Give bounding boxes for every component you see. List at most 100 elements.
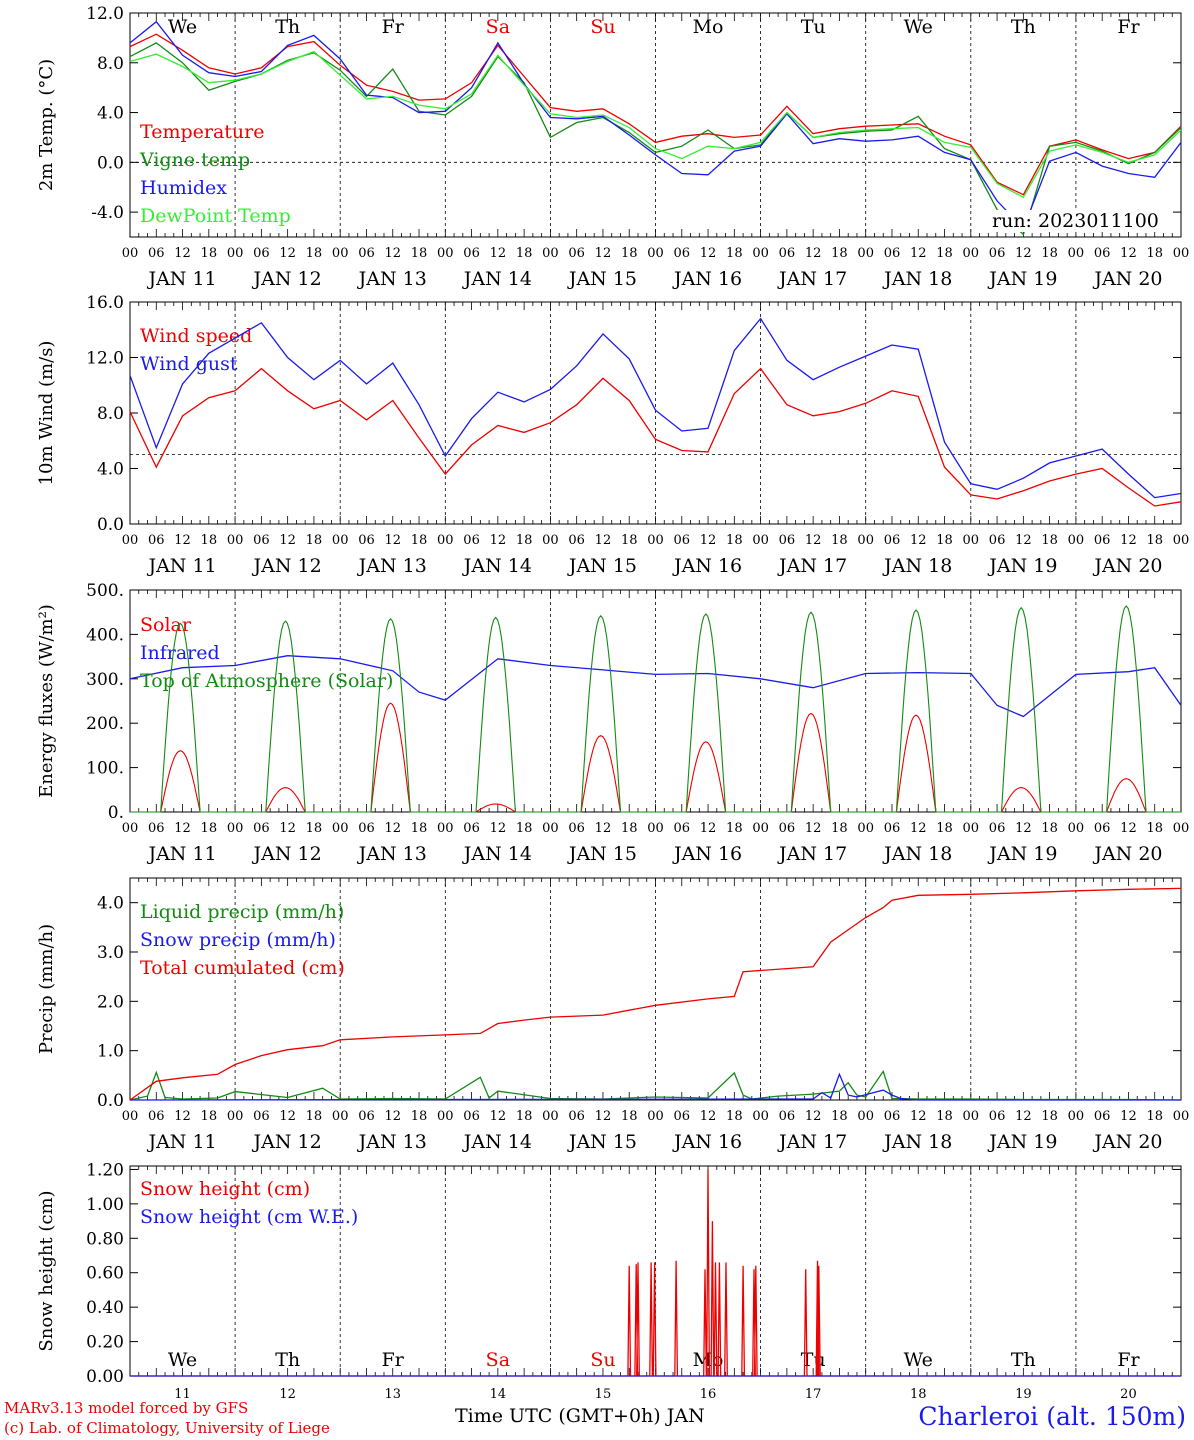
panel-0-date-label: JAN 20 bbox=[1092, 268, 1162, 290]
panel-0-ytick-label: 8.0 bbox=[97, 54, 124, 74]
panel-2-hour-label: 00 bbox=[963, 821, 980, 836]
run-label: run: 2023011100 bbox=[990, 210, 1161, 232]
panel-2-hour-label: 12 bbox=[595, 821, 612, 836]
panel-3-hour-label: 06 bbox=[674, 1109, 691, 1124]
panel-2-hour-label: 00 bbox=[857, 821, 874, 836]
panel-0-hour-label: 18 bbox=[201, 246, 218, 261]
panel-1-hour-label: 12 bbox=[1015, 533, 1032, 548]
panel-2-hour-label: 12 bbox=[490, 821, 507, 836]
panel-3-date-label: JAN 14 bbox=[462, 1131, 532, 1153]
weekday-label: We bbox=[904, 1349, 933, 1371]
panel-1-hour-label: 06 bbox=[253, 533, 270, 548]
panel-1-hour-label: 12 bbox=[174, 533, 191, 548]
x-axis-title: Time UTC (GMT+0h) JAN bbox=[455, 1405, 705, 1427]
panel-2-hour-label: 12 bbox=[805, 821, 822, 836]
panel-4-ytick-label: 0.20 bbox=[86, 1333, 124, 1353]
panel-3-series-total-cumulated-cm- bbox=[129, 887, 1182, 1101]
panel-1-hour-label: 12 bbox=[805, 533, 822, 548]
day-number-label: 13 bbox=[384, 1387, 401, 1402]
panel-2-date-label: JAN 12 bbox=[252, 843, 322, 865]
panel-2-date-label: JAN 19 bbox=[987, 843, 1057, 865]
panel-3-hour-label: 12 bbox=[279, 1109, 296, 1124]
panel-3-hour-label: 18 bbox=[1041, 1109, 1058, 1124]
panel-1-date-label: JAN 16 bbox=[672, 555, 742, 577]
panel-2-legend-top-of-atmosphere-solar-: Top of Atmosphere (Solar) bbox=[140, 670, 393, 692]
panel-3-series-liquid-precip-mm-h- bbox=[129, 1069, 1182, 1101]
panel-3-hour-label: 18 bbox=[831, 1109, 848, 1124]
panel-2-ytick-label: 300. bbox=[86, 670, 124, 690]
weekday-label: Th bbox=[275, 16, 300, 38]
panel-3-ytick-label: 2.0 bbox=[97, 992, 124, 1012]
panel-3-date-label: JAN 17 bbox=[777, 1131, 847, 1153]
panel-3-hour-label: 12 bbox=[595, 1109, 612, 1124]
panel-0-hour-label: 00 bbox=[227, 246, 244, 261]
day-number-label: 20 bbox=[1120, 1387, 1137, 1402]
panel-2-hour-label: 00 bbox=[1068, 821, 1085, 836]
panel-1-legend-wind-speed: Wind speed bbox=[140, 325, 252, 347]
panel-1-hour-label: 18 bbox=[411, 533, 428, 548]
panel-2-ytick-label: 400. bbox=[86, 625, 124, 645]
panel-2-date-label: JAN 13 bbox=[357, 843, 427, 865]
panel-1-date-label: JAN 14 bbox=[462, 555, 532, 577]
panel-2-date-label: JAN 15 bbox=[567, 843, 637, 865]
panel-2-hour-label: 12 bbox=[1120, 821, 1137, 836]
panel-2-hour-label: 18 bbox=[516, 821, 533, 836]
panel-1-hour-label: 18 bbox=[831, 533, 848, 548]
panel-3-date-label: JAN 16 bbox=[672, 1131, 742, 1153]
panel-3-hour-label: 12 bbox=[910, 1109, 927, 1124]
panel-2-hour-label: 06 bbox=[463, 821, 480, 836]
panel-3-hour-label: 12 bbox=[1120, 1109, 1137, 1124]
panel-3-hour-label: 06 bbox=[884, 1109, 901, 1124]
panel-1-ylabel: 10m Wind (m/s) bbox=[36, 341, 57, 486]
panel-2-hour-label: 00 bbox=[227, 821, 244, 836]
panel-3-hour-label: 06 bbox=[148, 1109, 165, 1124]
panel-2-hour-label: 00 bbox=[542, 821, 559, 836]
weekday-label: Mo bbox=[693, 1349, 724, 1371]
panel-2-date-label: JAN 16 bbox=[672, 843, 742, 865]
panel-1-hour-label: 06 bbox=[568, 533, 585, 548]
panel-3-hour-label: 00 bbox=[963, 1109, 980, 1124]
panel-3-hour-label: 18 bbox=[726, 1109, 743, 1124]
panel-1-date-label: JAN 15 bbox=[567, 555, 637, 577]
panel-0-hour-label: 00 bbox=[857, 246, 874, 261]
panel-1-ytick-label: 8.0 bbox=[97, 404, 124, 424]
panel-3-series-snow-precip-mm-h- bbox=[129, 1072, 1181, 1101]
panel-2-hour-label: 00 bbox=[332, 821, 349, 836]
panel-1-date-label: JAN 11 bbox=[146, 555, 216, 577]
panel-1-date-label: JAN 19 bbox=[987, 555, 1057, 577]
panel-3-ytick-label: 4.0 bbox=[97, 894, 124, 914]
panel-2-hour-label: 18 bbox=[936, 821, 953, 836]
panel-1-date-label: JAN 20 bbox=[1092, 555, 1162, 577]
panel-0-hour-label: 12 bbox=[490, 246, 507, 261]
weekday-label: Sa bbox=[486, 16, 510, 38]
panel-2-ylabel: Energy fluxes (W/m²) bbox=[36, 604, 57, 798]
panel-3-hour-label: 18 bbox=[306, 1109, 323, 1124]
panel-3-hour-label: 12 bbox=[700, 1109, 717, 1124]
panel-4-legend-snow-height-cm-w-e-: Snow height (cm W.E.) bbox=[140, 1206, 358, 1228]
panel-3-ytick-label: 3.0 bbox=[97, 943, 124, 963]
panel-0-series-temperature bbox=[129, 33, 1182, 196]
panel-3-hour-label: 06 bbox=[568, 1109, 585, 1124]
panel-0-hour-label: 06 bbox=[463, 246, 480, 261]
panel-0-hour-label: 18 bbox=[621, 246, 638, 261]
panel-1-hour-label: 00 bbox=[857, 533, 874, 548]
panel-0-date-label: JAN 15 bbox=[567, 268, 637, 290]
day-number-label: 11 bbox=[174, 1387, 191, 1402]
panel-0-hour-label: 18 bbox=[411, 246, 428, 261]
panel-1-hour-label: 00 bbox=[1173, 533, 1190, 548]
panel-1-hour-label: 00 bbox=[122, 533, 139, 548]
panel-0-ytick-label: 12.0 bbox=[86, 4, 124, 24]
panel-3-legend-snow-precip-mm-h-: Snow precip (mm/h) bbox=[140, 929, 336, 951]
panel-0-hour-label: 00 bbox=[647, 246, 664, 261]
panel-2-legend-solar: Solar bbox=[140, 614, 192, 636]
day-number-label: 12 bbox=[279, 1387, 296, 1402]
panel-1-series-wind-gust bbox=[129, 317, 1182, 499]
panel-0-legend-vigne-temp: Vigne temp bbox=[139, 149, 250, 171]
panel-1-hour-label: 18 bbox=[726, 533, 743, 548]
model-credit: MARv3.13 model forced by GFS bbox=[4, 1399, 249, 1417]
panel-0-legend-temperature: Temperature bbox=[140, 121, 264, 143]
panel-1-hour-label: 18 bbox=[1041, 533, 1058, 548]
weekday-label: Mo bbox=[693, 16, 724, 38]
panel-1-hour-label: 06 bbox=[884, 533, 901, 548]
panel-3-hour-label: 00 bbox=[647, 1109, 664, 1124]
